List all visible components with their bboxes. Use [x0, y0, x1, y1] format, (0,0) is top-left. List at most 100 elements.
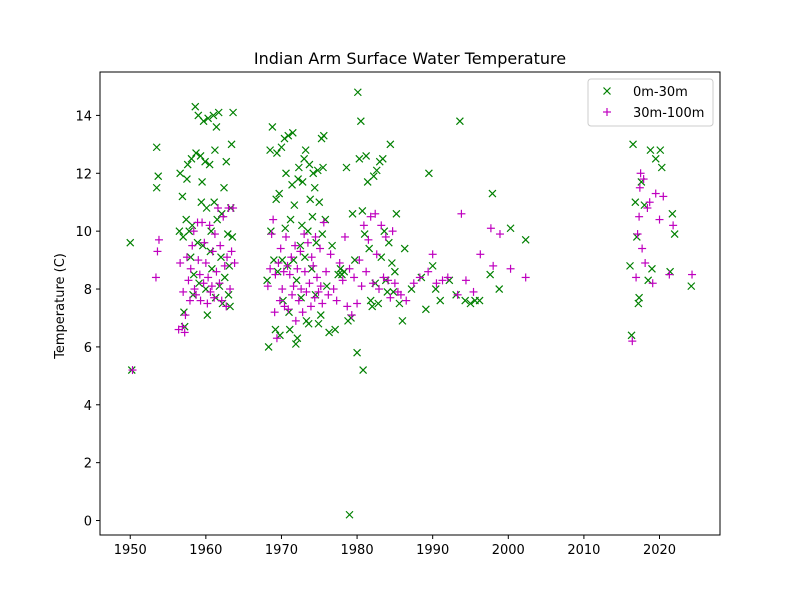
- data-point-plus: [188, 241, 197, 250]
- data-point-x: [431, 285, 440, 293]
- data-point-x: [211, 146, 219, 155]
- data-point-x: [627, 331, 636, 340]
- y-tick-label: 10: [75, 225, 92, 240]
- data-point-x: [398, 316, 407, 325]
- data-point-plus: [212, 267, 221, 276]
- data-point-plus: [226, 285, 235, 294]
- data-point-plus: [359, 221, 368, 230]
- data-point-x: [461, 296, 470, 305]
- data-point-x: [657, 163, 666, 172]
- data-point-plus: [343, 302, 352, 311]
- data-point-x: [205, 160, 214, 169]
- data-point-plus: [396, 290, 405, 299]
- data-point-x: [318, 230, 327, 238]
- data-point-x: [223, 230, 232, 238]
- data-point-x: [521, 235, 530, 244]
- data-point-plus: [486, 224, 495, 233]
- data-point-plus: [521, 273, 530, 282]
- data-point-plus: [303, 238, 312, 247]
- data-point-plus: [207, 282, 216, 291]
- data-point-x: [356, 117, 365, 126]
- data-point-x: [495, 285, 504, 293]
- data-point-plus: [324, 290, 333, 299]
- data-point-plus: [384, 276, 393, 285]
- data-point-x: [292, 276, 301, 285]
- data-point-plus: [638, 244, 647, 253]
- data-point-plus: [185, 296, 194, 305]
- data-point-plus: [332, 296, 341, 305]
- data-point-x: [308, 212, 317, 221]
- data-point-x: [348, 209, 357, 218]
- data-point-plus: [289, 282, 298, 291]
- y-tick-label: 14: [75, 109, 92, 124]
- data-point-plus: [195, 270, 204, 279]
- data-point-x: [392, 209, 401, 218]
- data-point-plus: [386, 293, 395, 302]
- data-point-x: [635, 293, 644, 302]
- data-point-x: [378, 154, 387, 163]
- data-point-x: [312, 238, 321, 247]
- data-point-x: [353, 88, 362, 97]
- data-point-x: [179, 233, 188, 241]
- data-point-plus: [300, 230, 309, 239]
- data-point-x: [387, 259, 396, 267]
- y-axis: 0 2 4 6 8 10 12 14: [75, 109, 100, 530]
- data-point-x: [282, 169, 290, 178]
- data-point-plus: [267, 230, 276, 239]
- data-point-plus: [194, 256, 203, 265]
- data-point-x: [360, 230, 369, 238]
- data-point-plus: [402, 296, 411, 305]
- data-point-x: [284, 131, 293, 140]
- data-point-plus: [291, 316, 300, 325]
- data-point-x: [334, 270, 343, 279]
- data-point-plus: [219, 212, 228, 221]
- data-point-x: [294, 163, 303, 172]
- legend-marker: [603, 108, 611, 116]
- data-point-plus: [489, 261, 498, 270]
- data-point-plus: [186, 264, 195, 273]
- data-point-plus: [310, 293, 319, 302]
- data-point-x: [668, 209, 677, 218]
- data-point-x: [358, 206, 367, 215]
- data-point-plus: [270, 308, 279, 317]
- data-point-plus: [285, 270, 294, 279]
- data-point-plus: [651, 189, 660, 198]
- data-point-plus: [269, 215, 278, 224]
- data-point-plus: [322, 267, 331, 276]
- data-point-plus: [316, 244, 325, 253]
- data-point-x: [670, 230, 679, 238]
- data-point-plus: [347, 311, 356, 320]
- data-point-plus: [288, 290, 297, 299]
- data-point-plus: [179, 287, 188, 296]
- x-tick-label: 2010: [567, 543, 600, 558]
- data-point-x: [488, 189, 497, 198]
- data-point-plus: [381, 232, 390, 241]
- data-point-x: [336, 264, 345, 273]
- data-point-plus: [390, 279, 399, 288]
- data-point-x: [290, 201, 299, 210]
- data-point-x: [436, 296, 445, 305]
- data-point-plus: [688, 270, 697, 279]
- data-point-x: [264, 342, 273, 351]
- data-point-plus: [641, 258, 650, 267]
- data-point-x: [475, 296, 484, 305]
- data-point-plus: [314, 287, 323, 296]
- data-point-x: [192, 149, 200, 157]
- data-point-plus: [210, 230, 219, 239]
- y-axis-label: Temperature (C): [53, 253, 68, 360]
- data-point-plus: [375, 285, 383, 294]
- data-point-plus: [307, 253, 316, 262]
- data-point-plus: [223, 253, 232, 262]
- legend-box: [587, 78, 714, 127]
- legend-label: 0m-30m: [633, 85, 688, 100]
- data-point-plus: [506, 264, 515, 273]
- data-point-x: [309, 169, 318, 178]
- data-point-x: [372, 166, 381, 175]
- data-point-x: [185, 227, 194, 236]
- data-point-plus: [196, 296, 205, 305]
- y-tick-label: 2: [84, 457, 92, 472]
- data-point-plus: [409, 279, 418, 288]
- data-point-plus: [297, 285, 306, 294]
- data-point-x: [210, 198, 219, 207]
- data-point-x: [428, 261, 437, 270]
